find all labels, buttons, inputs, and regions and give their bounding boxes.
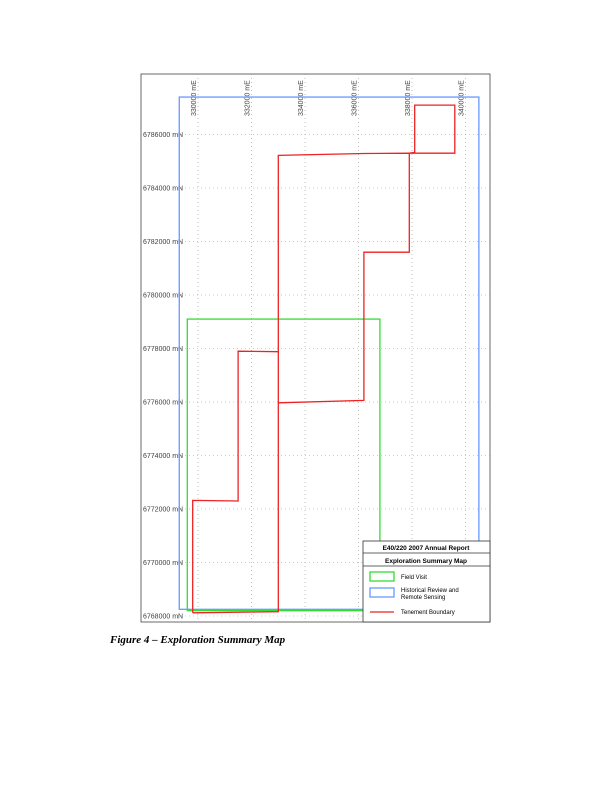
legend-subtitle: Exploration Summary Map	[385, 558, 467, 565]
coordinate-grid	[141, 74, 490, 622]
northing-label: 6778000 mN	[143, 346, 183, 353]
legend-historical-review-label-line2: Remote Sensing	[401, 595, 445, 601]
northing-label: 6784000 mN	[143, 186, 183, 193]
easting-label: 338000 mE	[405, 80, 412, 116]
northing-label: 6786000 mN	[143, 132, 183, 139]
field-visit-area	[186, 318, 381, 612]
northing-label: 6772000 mN	[143, 507, 183, 514]
legend-field-visit-swatch	[369, 571, 395, 582]
tenement-boundary-central	[277, 152, 410, 404]
northing-label: 6768000 mN	[143, 614, 183, 621]
northing-label: 6770000 mN	[143, 560, 183, 567]
easting-label: 332000 mE	[245, 80, 252, 116]
easting-label: 336000 mE	[352, 80, 359, 116]
legend-title: E40/220 2007 Annual Report	[383, 545, 471, 552]
legend-historical-review-label-line1: Historical Review and	[401, 588, 459, 594]
historical-review-area	[178, 96, 480, 610]
figure-caption: Figure 4 – Exploration Summary Map	[110, 634, 286, 646]
easting-label: 330000 mE	[191, 80, 198, 116]
easting-label: 340000 mE	[459, 80, 466, 116]
easting-label: 334000 mE	[298, 80, 305, 116]
tenement-boundary-northeast	[409, 104, 456, 154]
northing-labels: 6786000 mN 6784000 mN 6782000 mN 6780000 mN…	[143, 132, 183, 621]
legend-field-visit-label: Field Visit	[401, 575, 427, 581]
northing-label: 6782000 mN	[143, 239, 183, 246]
easting-labels: 330000 mE 332000 mE 334000 mE 336000 mE 3380…	[191, 80, 466, 116]
northing-label: 6780000 mN	[143, 293, 183, 300]
legend-tenement-label: Tenement Boundary	[401, 610, 455, 616]
northing-label: 6774000 mN	[143, 453, 183, 460]
map-frame	[140, 73, 491, 623]
northing-label: 6776000 mN	[143, 400, 183, 407]
map-legend: E40/220 2007 Annual Report Exploration S…	[362, 540, 491, 623]
tenement-boundary-southwest	[192, 350, 279, 614]
legend-historical-review-swatch	[369, 587, 395, 598]
